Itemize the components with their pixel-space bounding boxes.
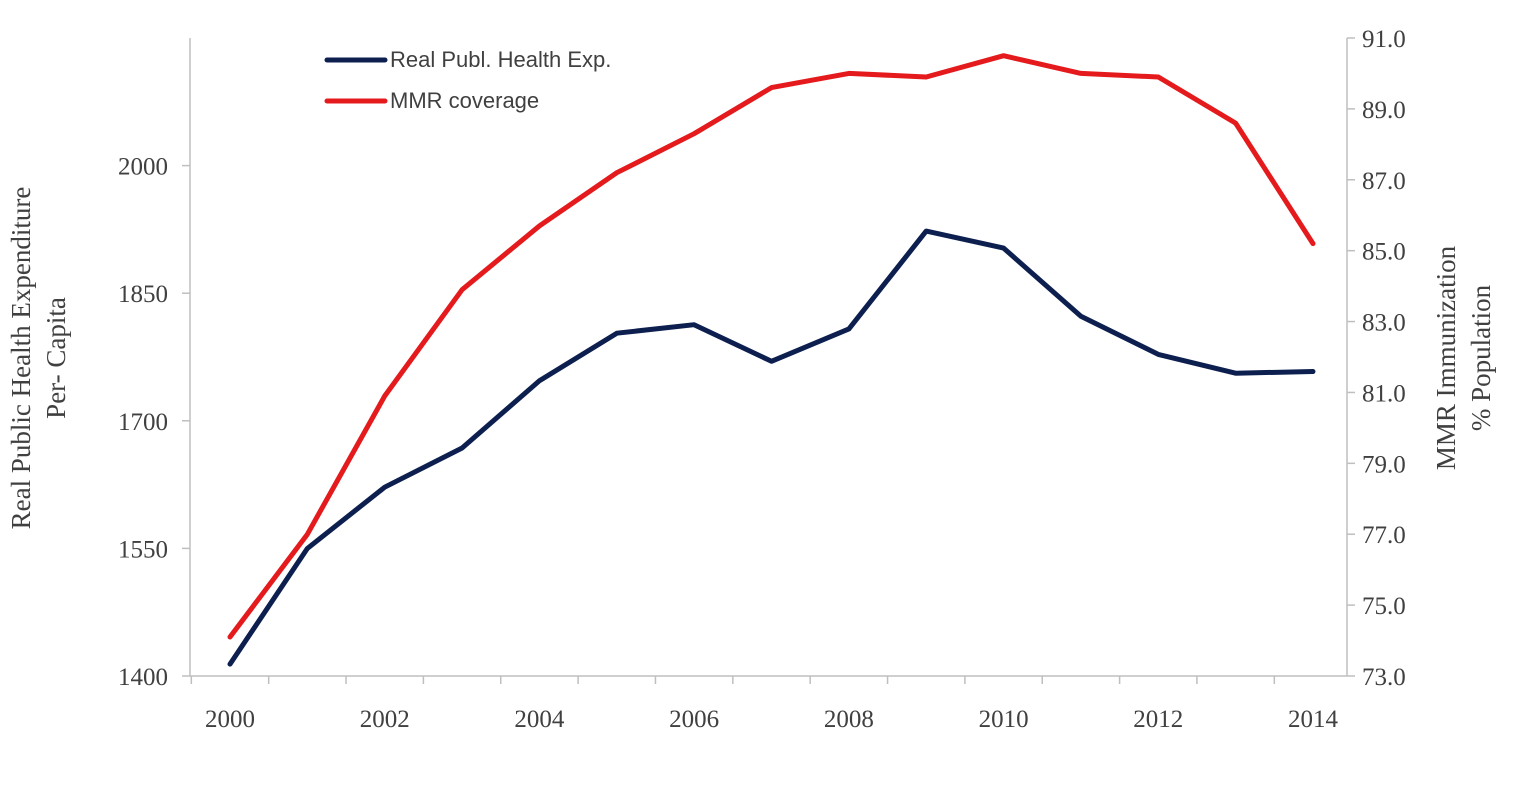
right-tick-label-9: 91.0 (1362, 26, 1406, 53)
right-tick-label-8: 89.0 (1362, 97, 1406, 124)
right-tick-label-2: 77.0 (1362, 522, 1406, 549)
legend: Real Publ. Health Exp. MMR coverage (324, 47, 611, 113)
left-tick-label-3: 1850 (118, 281, 168, 308)
left-axis-title-line1: Real Public Health Expenditure (6, 187, 36, 530)
right-tick-label-1: 75.0 (1362, 593, 1406, 620)
right-axis-title-line2: % Population (1466, 284, 1496, 431)
left-tick-label-0: 1400 (118, 664, 168, 691)
left-tick-label-2: 1700 (118, 409, 168, 436)
x-tick-label-2012: 2012 (1133, 706, 1183, 733)
right-tick-label-3: 79.0 (1362, 451, 1406, 478)
legend-label-health-exp: Real Publ. Health Exp. (390, 47, 611, 72)
x-tick-label-2006: 2006 (669, 706, 719, 733)
left-axis-title-line2: Per- Capita (41, 297, 71, 419)
right-tick-label-5: 83.0 (1362, 310, 1406, 337)
right-axis-title-line1: MMR Immunization (1431, 245, 1461, 470)
x-tick-label-2004: 2004 (514, 706, 565, 733)
axes-layer: 1400 1550 1700 1850 2000 73.0 75.0 77.0 79.0 81.0… (118, 26, 1406, 733)
right-tick-label-0: 73.0 (1362, 664, 1406, 691)
right-tick-label-6: 85.0 (1362, 239, 1406, 266)
right-tick-label-7: 87.0 (1362, 168, 1406, 195)
x-tick-label-2000: 2000 (205, 706, 255, 733)
series-line-mmr-coverage (227, 53, 1316, 640)
x-tick-label-2010: 2010 (979, 706, 1029, 733)
left-tick-label-1: 1550 (118, 536, 168, 563)
series-line-health-expenditure (227, 228, 1316, 667)
legend-label-mmr: MMR coverage (390, 88, 539, 113)
x-tick-label-2002: 2002 (360, 706, 410, 733)
right-tick-label-4: 81.0 (1362, 380, 1406, 407)
series-layer (227, 53, 1316, 667)
left-tick-label-4: 2000 (118, 154, 168, 181)
x-tick-label-2008: 2008 (824, 706, 874, 733)
x-tick-label-2014: 2014 (1288, 706, 1339, 733)
